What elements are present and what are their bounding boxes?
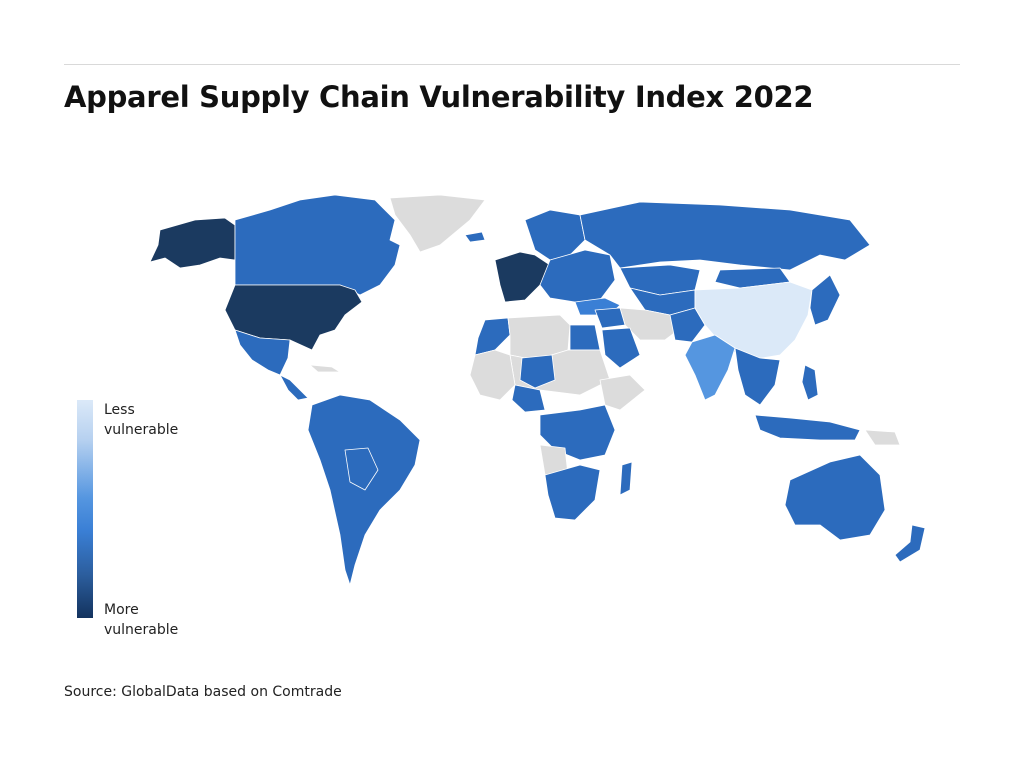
chart-title: Apparel Supply Chain Vulnerability Index… [64, 80, 814, 114]
region-central-america [279, 374, 309, 401]
region-niger [519, 354, 556, 389]
region-canada [234, 194, 401, 296]
region-scandinavia [524, 209, 586, 261]
legend-bottom-label: More vulnerable [104, 600, 224, 640]
region-southern-africa [544, 464, 601, 521]
region-papua-new-guinea [864, 429, 901, 446]
region-philippines [801, 364, 819, 401]
region-south-america [307, 394, 421, 586]
region-nigeria [511, 384, 546, 413]
region-horn-of-africa [599, 374, 646, 411]
legend-top-label: Less vulnerable [104, 400, 224, 440]
legend-more-vulnerable-label: vulnerable [104, 622, 179, 638]
region-central-east-africa [539, 404, 616, 461]
region-cuba [309, 364, 341, 373]
region-west-africa [469, 349, 516, 401]
region-india [684, 334, 736, 401]
region-western-europe [494, 251, 551, 303]
legend-more-label: More [104, 602, 139, 618]
region-indonesia [754, 414, 861, 441]
region-china [694, 281, 813, 361]
region-saudi-arabia [601, 327, 641, 369]
region-pakistan [669, 307, 706, 343]
legend-less-label: Less [104, 402, 135, 418]
region-bolivia-paraguay [344, 447, 379, 491]
region-australia [784, 454, 886, 541]
region-middle-east [594, 307, 626, 329]
top-divider [64, 64, 960, 65]
region-new-zealand [894, 524, 926, 563]
region-southeast-asia [734, 347, 781, 406]
region-morocco [474, 317, 511, 356]
legend-less-vulnerable-label: vulnerable [104, 422, 179, 438]
legend-color-scale [77, 400, 93, 618]
region-korea-japan [809, 274, 841, 326]
region-alaska [149, 217, 236, 269]
region-egypt [569, 324, 601, 351]
source-note: Source: GlobalData based on Comtrade [64, 684, 342, 700]
region-greenland [389, 194, 486, 253]
region-madagascar [619, 461, 633, 496]
world-choropleth-map [149, 194, 926, 586]
region-russia [579, 201, 871, 271]
region-iceland [464, 231, 486, 243]
